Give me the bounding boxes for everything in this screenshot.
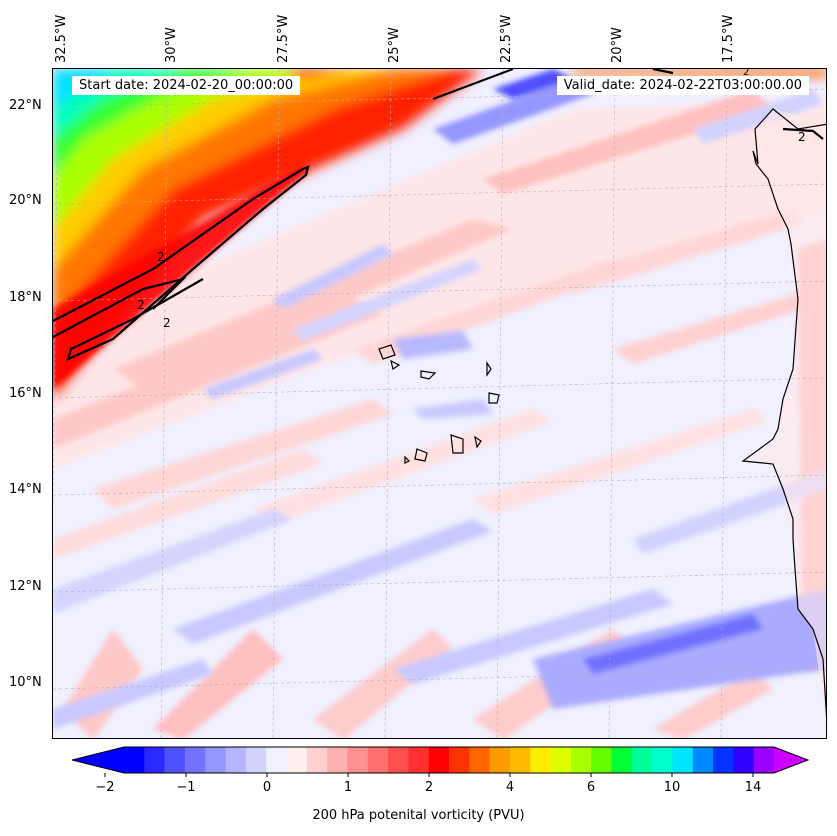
colorbar-swatch (509, 747, 531, 773)
lat-label: 20°N (9, 193, 42, 208)
colorbar-swatch (652, 747, 673, 773)
africa-land (743, 109, 826, 726)
colorbar-swatch (591, 747, 612, 773)
colorbar-swatch (245, 747, 267, 773)
colorbar-over-extension (774, 747, 808, 773)
lat-label: 18°N (9, 290, 42, 305)
colorbar-swatch (672, 747, 694, 773)
colorbar-tick-label: 1 (343, 780, 353, 795)
colorbar-swatch (144, 747, 166, 773)
lat-label: 22°N (9, 98, 42, 113)
lon-label: 17.5°W (721, 14, 736, 63)
colorbar-swatch (286, 747, 308, 773)
colorbar-swatch (408, 747, 430, 773)
colorbar-swatch (713, 747, 734, 773)
contour-2pvu (53, 69, 824, 361)
colorbar-swatch (489, 747, 511, 773)
contour-label: 2 (137, 298, 145, 312)
contour-label: 2 (743, 69, 749, 78)
colorbar-swatch (530, 747, 552, 773)
colorbar-swatch (611, 747, 633, 773)
lat-label: 10°N (9, 675, 42, 690)
colorbar-swatch (327, 747, 348, 773)
lon-label: 27.5°W (276, 14, 291, 63)
colorbar-swatch (347, 747, 369, 773)
colorbar-tick-label: −2 (95, 780, 115, 795)
lat-label: 12°N (9, 579, 42, 594)
graticule (53, 69, 826, 738)
colorbar-swatch (733, 747, 755, 773)
contour-label: 2 (163, 316, 171, 330)
valid-date-label: Valid_date: 2024-02-22T03:00:00.00 (556, 76, 809, 95)
colorbar-tick-label: 4 (505, 780, 515, 795)
colorbar-tick-label: 14 (744, 780, 762, 795)
colorbar-tick-label: −1 (176, 780, 196, 795)
lon-label: 32.5°W (54, 14, 69, 63)
colorbar-swatch (449, 747, 470, 773)
colorbar-swatch (164, 747, 186, 773)
colorbar-under-extension (72, 747, 124, 773)
lon-label: 22.5°W (499, 14, 514, 63)
cape-verde-islands (378, 344, 500, 464)
colorbar-swatch (266, 747, 287, 773)
contour-label: 2 (157, 250, 165, 264)
lon-label: 20°W (610, 27, 625, 63)
colorbar-swatch (428, 747, 450, 773)
lat-label: 16°N (9, 386, 42, 401)
colorbar-tick-label: 10 (663, 780, 681, 795)
colorbar-swatch (692, 747, 714, 773)
start-date-label: Start date: 2024-02-20_00:00:00 (72, 76, 301, 95)
lat-label: 14°N (9, 482, 42, 497)
colorbar-tick-label: 6 (586, 780, 596, 795)
lon-label: 30°W (164, 27, 179, 63)
colorbar-swatch (184, 747, 206, 773)
colorbar-tick-label: 2 (424, 780, 434, 795)
colorbar-swatch (205, 747, 227, 773)
colorbar (72, 746, 810, 777)
colorbar-swatch (469, 747, 491, 773)
colorbar-swatch (225, 747, 247, 773)
colorbar-title: 200 hPa potenital vorticity (PVU) (312, 808, 525, 823)
lon-label: 25°W (387, 27, 402, 63)
contour-label: 2 (798, 130, 806, 144)
colorbar-swatch (388, 747, 409, 773)
colorbar-swatch (631, 747, 653, 773)
colorbar-swatch (306, 747, 328, 773)
colorbar-swatch (124, 747, 145, 773)
colorbar-swatch (570, 747, 592, 773)
colorbar-tick-label: 0 (262, 780, 272, 795)
africa-coastline (741, 108, 826, 718)
colorbar-swatch (367, 747, 389, 773)
pv-tongue (53, 164, 308, 389)
colorbar-swatch (753, 747, 775, 773)
colorbar-swatch (550, 747, 572, 773)
map-plot-area: 2 2 2 2 2 (52, 68, 827, 739)
pv-field-map: 2 2 2 2 2 (53, 69, 826, 738)
negative-bands (53, 69, 826, 729)
colorbar-outline (72, 746, 810, 774)
